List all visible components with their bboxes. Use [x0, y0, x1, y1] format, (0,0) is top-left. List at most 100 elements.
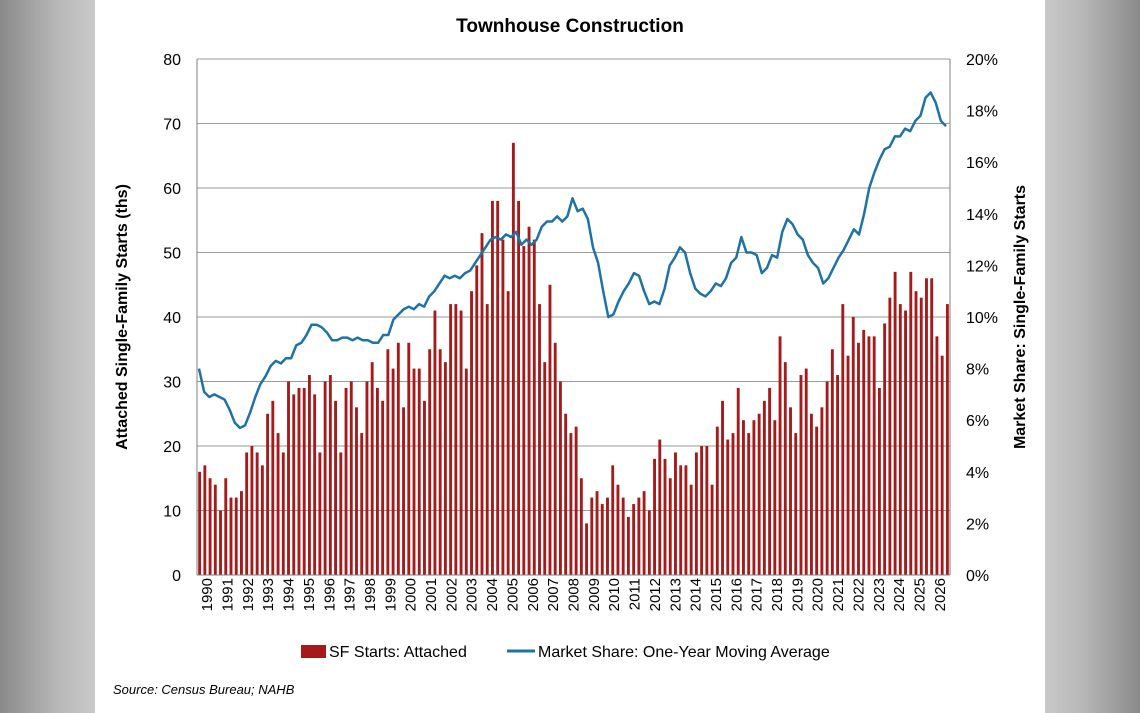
y-right-tick-label: 4%	[966, 465, 989, 482]
bar	[564, 413, 568, 575]
bar	[883, 323, 887, 575]
bar	[323, 381, 327, 575]
bar	[888, 297, 892, 575]
bar	[328, 375, 332, 575]
y-left-tick-label: 40	[163, 310, 181, 327]
x-axis-tick-labels: 1990 1991 1992 1993 1994 1995 1996 1997 1998 1999…	[199, 578, 949, 611]
chart-title: Townhouse Construction	[456, 16, 684, 37]
bar	[841, 304, 845, 575]
bar	[307, 375, 311, 575]
bar	[930, 278, 934, 575]
y-right-tick-label: 0%	[966, 568, 989, 585]
x-tick-label: 2011	[627, 578, 644, 610]
x-tick-label: 2012	[647, 578, 664, 611]
bar	[480, 233, 484, 575]
y-axis-right-label: Market Share: Single-Family Starts	[1012, 185, 1029, 449]
bar	[391, 368, 395, 575]
x-tick-label: 1998	[362, 578, 379, 611]
bar	[501, 239, 505, 575]
bar	[543, 362, 547, 575]
x-tick-label: 2007	[545, 578, 562, 611]
bar	[292, 394, 296, 575]
y-right-tick-label: 20%	[966, 52, 998, 69]
y-right-tick-label: 8%	[966, 362, 989, 379]
legend-bar-label: SF Starts: Attached	[329, 644, 467, 661]
bar	[726, 439, 730, 575]
x-tick-label: 1995	[301, 578, 318, 611]
bar	[684, 465, 688, 575]
x-tick-label: 1993	[260, 578, 277, 611]
x-tick-label: 2002	[443, 578, 460, 611]
y-left-tick-label: 0	[172, 568, 181, 585]
legend-line-label: Market Share: One-Year Moving Average	[538, 644, 830, 661]
x-tick-label: 2023	[871, 578, 888, 611]
bar	[830, 349, 834, 575]
bar	[381, 400, 385, 575]
x-tick-label: 1999	[382, 578, 399, 611]
bar	[935, 336, 939, 575]
bar	[877, 387, 881, 575]
y-right-tick-label: 10%	[966, 310, 998, 327]
bar	[313, 394, 317, 575]
legend: SF Starts: Attached Market Share: One-Ye…	[301, 644, 830, 661]
bar	[433, 310, 437, 575]
x-tick-label: 1994	[281, 578, 298, 611]
bar	[600, 504, 604, 575]
source-note: Source: Census Bureau; NAHB	[113, 682, 295, 697]
bar	[339, 452, 343, 575]
line-series	[197, 91, 947, 430]
bar	[553, 342, 557, 575]
bar	[287, 381, 290, 575]
bar	[417, 368, 421, 575]
bar	[532, 239, 536, 575]
x-tick-label: 2016	[728, 578, 745, 611]
bar	[224, 478, 228, 575]
x-tick-label: 2021	[830, 578, 847, 611]
bar	[742, 420, 745, 575]
bar	[668, 478, 672, 575]
y-right-tick-label: 6%	[966, 413, 989, 430]
y-axis-left-label: Attached Single-Family Starts (ths)	[114, 184, 131, 450]
bar	[945, 304, 949, 575]
bar	[496, 200, 500, 575]
bar	[914, 291, 918, 575]
bar	[579, 478, 583, 575]
bar	[428, 349, 432, 575]
y-left-tick-label: 50	[163, 246, 181, 263]
bar	[538, 304, 541, 575]
bar	[250, 446, 254, 575]
x-tick-label: 2008	[566, 578, 583, 611]
bar	[334, 400, 338, 575]
bar	[517, 200, 521, 575]
bar	[585, 523, 589, 575]
bar	[375, 387, 379, 575]
bar	[731, 433, 735, 575]
bar	[940, 355, 944, 575]
bar	[789, 407, 792, 575]
bar	[229, 497, 233, 575]
bar	[825, 381, 829, 575]
legend-bar-swatch	[301, 645, 326, 658]
bar	[715, 426, 719, 575]
bar	[862, 329, 866, 575]
bar	[260, 465, 264, 575]
bar	[919, 297, 923, 575]
x-tick-label: 2019	[789, 578, 806, 611]
bar	[642, 491, 646, 575]
bar	[616, 484, 620, 575]
y-axis-right-ticks: 0% 2% 4% 6% 8% 10% 12% 14% 16% 18% 20%	[966, 52, 998, 585]
bar	[365, 381, 369, 575]
x-tick-label: 1997	[342, 578, 359, 611]
y-axis-left-ticks: 0 10 20 30 40 50 60 70 80	[163, 52, 181, 585]
bar	[349, 381, 353, 575]
bar	[898, 304, 902, 575]
x-tick-label: 1990	[199, 578, 216, 611]
bar	[783, 362, 787, 575]
bar	[203, 465, 207, 575]
y-left-tick-label: 70	[163, 117, 181, 134]
x-tick-label: 2020	[810, 578, 827, 611]
bar	[396, 342, 400, 575]
bar	[506, 291, 510, 575]
x-tick-label: 2000	[403, 578, 420, 611]
bar	[773, 420, 777, 575]
